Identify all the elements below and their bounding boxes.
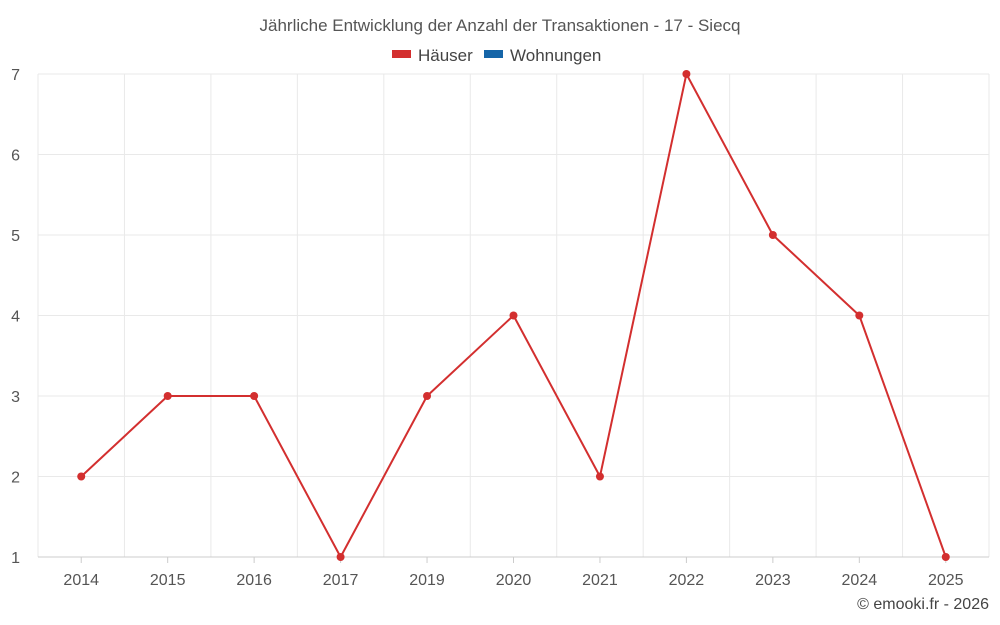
data-point-2019[interactable] — [423, 392, 432, 400]
chart-title: Jährliche Entwicklung der Anzahl der Tra… — [260, 16, 741, 35]
x-tick-label: 2023 — [755, 572, 791, 589]
y-tick-label: 3 — [11, 389, 20, 406]
data-point-2017[interactable] — [336, 553, 345, 561]
y-tick-label: 6 — [11, 148, 20, 165]
data-point-2023[interactable] — [768, 231, 777, 239]
y-tick-label: 4 — [11, 309, 20, 326]
x-tick-label: 2020 — [496, 572, 532, 589]
data-point-2025[interactable] — [941, 553, 950, 561]
legend-swatch-wohnungen — [484, 50, 503, 58]
data-point-2021[interactable] — [595, 472, 604, 481]
x-tick-label: 2022 — [669, 572, 705, 589]
series-haeuser — [77, 70, 950, 561]
y-tick-label: 1 — [11, 550, 20, 567]
grid — [37, 73, 990, 558]
x-tick-label: 2017 — [323, 572, 359, 589]
legend: Häuser Wohnungen — [392, 46, 601, 65]
y-tick-label: 7 — [11, 67, 20, 84]
x-tick-label: 2019 — [409, 572, 445, 589]
x-tick-label: 2021 — [582, 572, 618, 589]
x-tick-label: 2016 — [236, 572, 272, 589]
x-tick-label: 2014 — [63, 572, 99, 589]
data-point-2014[interactable] — [77, 472, 86, 481]
y-tick-label: 2 — [11, 470, 20, 487]
legend-item-haeuser[interactable]: Häuser — [392, 46, 473, 65]
x-tick-label: 2025 — [928, 572, 964, 589]
credit-text: © emooki.fr - 2026 — [857, 596, 989, 613]
data-point-2024[interactable] — [855, 311, 864, 320]
legend-item-wohnungen[interactable]: Wohnungen — [484, 46, 601, 65]
legend-swatch-haeuser — [392, 50, 411, 58]
x-tick-label: 2024 — [842, 572, 878, 589]
legend-label-wohnungen: Wohnungen — [510, 46, 601, 65]
data-point-2016[interactable] — [250, 392, 259, 400]
legend-label-haeuser: Häuser — [418, 46, 473, 65]
x-tick-label: 2015 — [150, 572, 186, 589]
data-point-2015[interactable] — [163, 392, 172, 400]
y-axis: 1 2 3 4 5 6 7 — [11, 67, 20, 567]
data-point-2020[interactable] — [509, 311, 518, 320]
y-tick-label: 5 — [11, 228, 20, 245]
data-point-2022[interactable] — [682, 70, 691, 78]
x-axis: 2014 2015 2016 2017 2019 2020 2021 2022 2023 2024… — [38, 556, 989, 589]
